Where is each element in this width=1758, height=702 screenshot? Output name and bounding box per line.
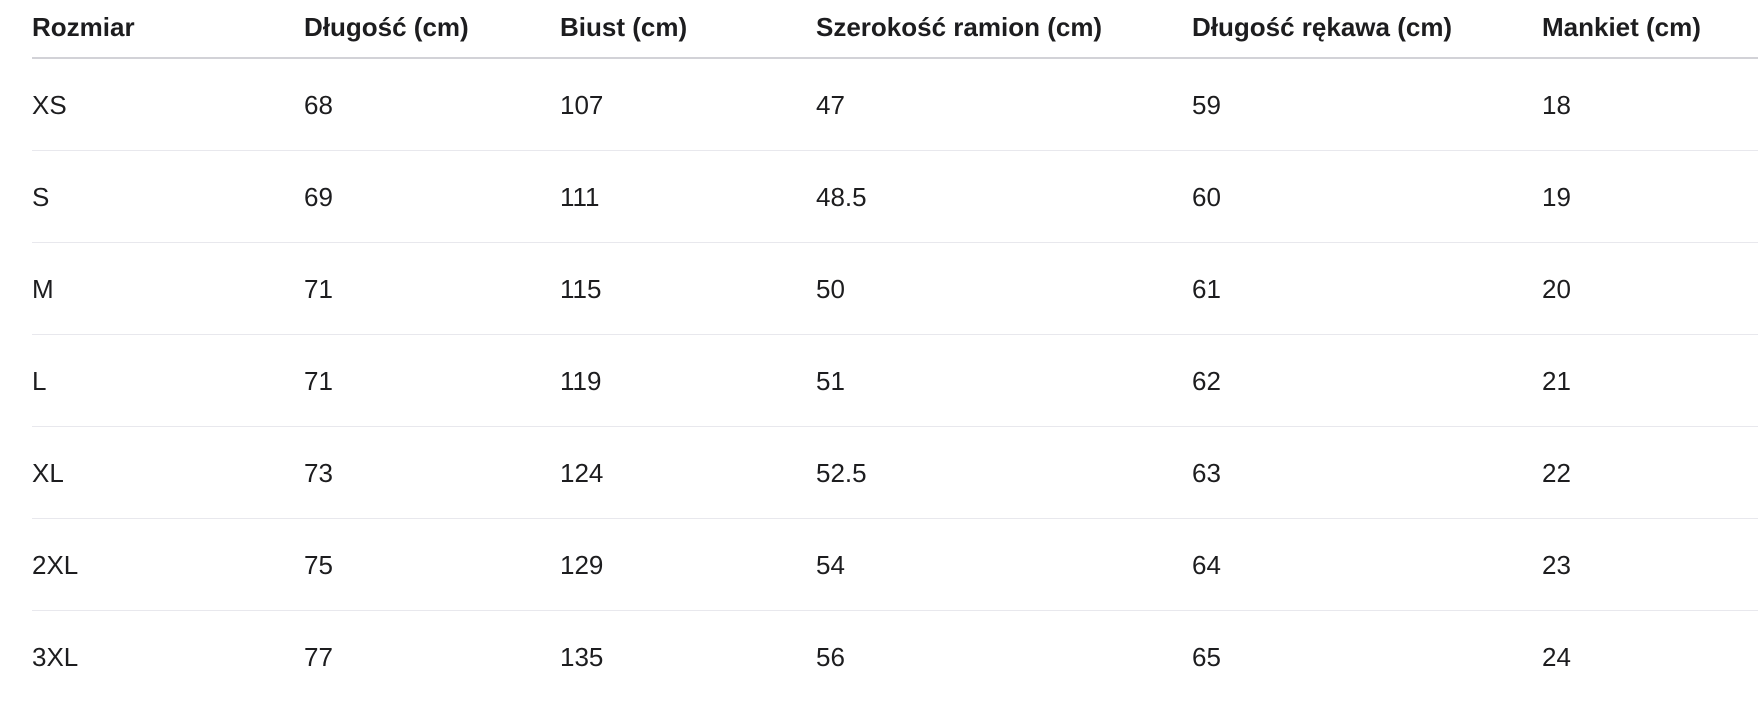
measure-cell: 63 bbox=[1192, 427, 1542, 519]
measure-cell: 50 bbox=[816, 243, 1192, 335]
measure-cell: 24 bbox=[1542, 611, 1758, 702]
measure-cell: 20 bbox=[1542, 243, 1758, 335]
measure-cell: 61 bbox=[1192, 243, 1542, 335]
measure-cell: 22 bbox=[1542, 427, 1758, 519]
measure-cell: 69 bbox=[304, 151, 560, 243]
measure-cell: 75 bbox=[304, 519, 560, 611]
measure-cell: 71 bbox=[304, 335, 560, 427]
measure-cell: 52.5 bbox=[816, 427, 1192, 519]
size-cell: M bbox=[32, 243, 304, 335]
measure-cell: 107 bbox=[560, 58, 816, 151]
measure-cell: 111 bbox=[560, 151, 816, 243]
measure-cell: 135 bbox=[560, 611, 816, 702]
measure-cell: 65 bbox=[1192, 611, 1542, 702]
measure-cell: 71 bbox=[304, 243, 560, 335]
measure-cell: 47 bbox=[816, 58, 1192, 151]
size-cell: XS bbox=[32, 58, 304, 151]
measure-cell: 64 bbox=[1192, 519, 1542, 611]
column-header: Szerokość ramion (cm) bbox=[816, 0, 1192, 58]
column-header: Mankiet (cm) bbox=[1542, 0, 1758, 58]
size-cell: S bbox=[32, 151, 304, 243]
measure-cell: 21 bbox=[1542, 335, 1758, 427]
size-cell: XL bbox=[32, 427, 304, 519]
measure-cell: 18 bbox=[1542, 58, 1758, 151]
size-cell: 2XL bbox=[32, 519, 304, 611]
measure-cell: 124 bbox=[560, 427, 816, 519]
measure-cell: 68 bbox=[304, 58, 560, 151]
measure-cell: 51 bbox=[816, 335, 1192, 427]
measure-cell: 119 bbox=[560, 335, 816, 427]
measure-cell: 62 bbox=[1192, 335, 1542, 427]
measure-cell: 77 bbox=[304, 611, 560, 702]
column-header: Długość rękawa (cm) bbox=[1192, 0, 1542, 58]
measure-cell: 73 bbox=[304, 427, 560, 519]
column-header: Rozmiar bbox=[32, 0, 304, 58]
measure-cell: 60 bbox=[1192, 151, 1542, 243]
column-header: Biust (cm) bbox=[560, 0, 816, 58]
measure-cell: 23 bbox=[1542, 519, 1758, 611]
measure-cell: 115 bbox=[560, 243, 816, 335]
measure-cell: 59 bbox=[1192, 58, 1542, 151]
column-header: Długość (cm) bbox=[304, 0, 560, 58]
measure-cell: 54 bbox=[816, 519, 1192, 611]
measure-cell: 48.5 bbox=[816, 151, 1192, 243]
measure-cell: 56 bbox=[816, 611, 1192, 702]
size-cell: L bbox=[32, 335, 304, 427]
measure-cell: 19 bbox=[1542, 151, 1758, 243]
measure-cell: 129 bbox=[560, 519, 816, 611]
size-cell: 3XL bbox=[32, 611, 304, 702]
